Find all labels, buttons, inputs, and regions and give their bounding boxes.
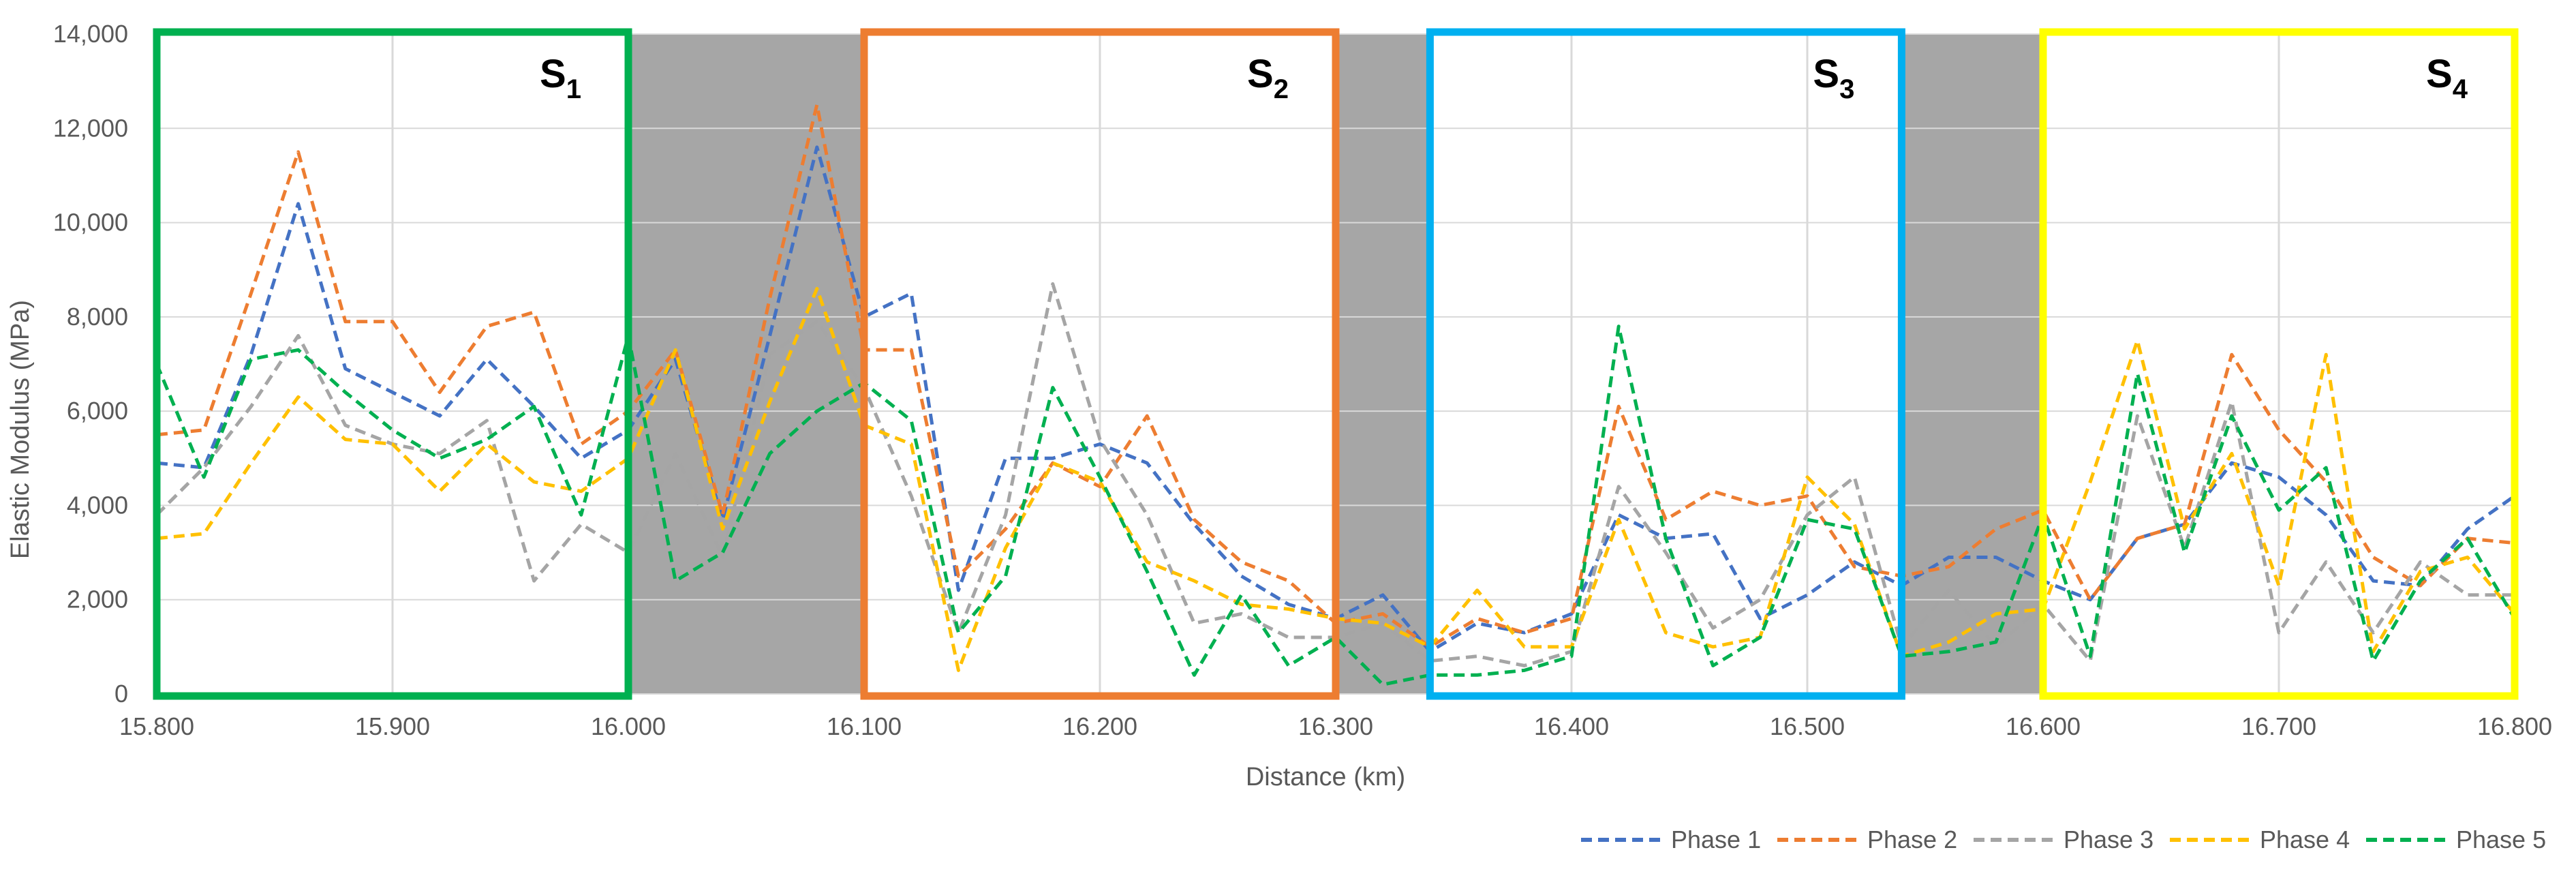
segment-label-4: S4 <box>2426 52 2468 104</box>
y-axis-title: Elastic Modulus (MPa) <box>6 300 35 559</box>
x-tick-labels: 15.800 15.900 16.000 16.100 16.200 16.300 16.4… <box>119 712 2552 740</box>
legend-label-phase-5: Phase 5 <box>2456 826 2546 853</box>
y-tick-label: 4,000 <box>67 491 128 519</box>
x-tick-label: 16.200 <box>1062 712 1137 740</box>
y-tick-label: 6,000 <box>67 397 128 425</box>
segment-boxes: S1 S2 S3 S4 <box>153 28 2519 700</box>
segment-label-3: S3 <box>1813 52 1854 104</box>
segment-box-3 <box>1426 28 1905 700</box>
legend-label-phase-2: Phase 2 <box>1867 826 1957 853</box>
segment-label-2: S2 <box>1247 52 1289 104</box>
legend-label-phase-3: Phase 3 <box>2064 826 2153 853</box>
x-tick-label: 16.300 <box>1298 712 1373 740</box>
segment-box-2 <box>860 28 1340 700</box>
y-tick-label: 8,000 <box>67 303 128 331</box>
x-tick-label: 16.700 <box>2241 712 2316 740</box>
x-tick-label: 16.800 <box>2477 712 2552 740</box>
legend-label-phase-1: Phase 1 <box>1671 826 1761 853</box>
background-band-3 <box>1901 34 2043 694</box>
x-tick-label: 15.900 <box>355 712 430 740</box>
y-tick-label: 14,000 <box>53 20 128 48</box>
y-tick-label: 0 <box>114 680 128 708</box>
y-tick-label: 2,000 <box>67 586 128 614</box>
legend-label-phase-4: Phase 4 <box>2260 826 2350 853</box>
segment-label-1: S1 <box>540 52 581 104</box>
y-tick-label: 10,000 <box>53 209 128 237</box>
segment-box-4 <box>2039 28 2519 700</box>
x-tick-label: 16.400 <box>1534 712 1609 740</box>
x-tick-label: 16.000 <box>591 712 666 740</box>
background-bands <box>628 34 2043 694</box>
background-band-1 <box>628 34 864 694</box>
legend: Phase 1 Phase 2 Phase 3 Phase 4 Phase 5 <box>1581 826 2546 853</box>
x-tick-label: 16.600 <box>2006 712 2081 740</box>
segment-box-1 <box>153 28 632 700</box>
y-tick-label: 12,000 <box>53 114 128 142</box>
x-axis-title: Distance (km) <box>1246 763 1405 791</box>
background-band-2 <box>1336 34 1430 694</box>
x-tick-label: 15.800 <box>119 712 194 740</box>
x-tick-label: 16.500 <box>1770 712 1845 740</box>
x-tick-label: 16.100 <box>827 712 902 740</box>
series-line-phase-5 <box>155 324 2517 686</box>
y-tick-labels: 0 2,000 4,000 6,000 8,000 10,000 12,000 14,000 <box>53 20 128 708</box>
